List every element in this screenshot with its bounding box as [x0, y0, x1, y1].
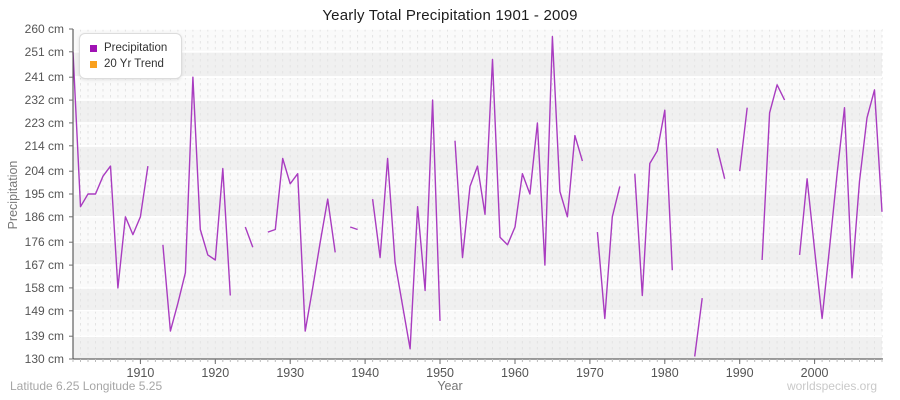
- coordinates-caption: Latitude 6.25 Longitude 5.25: [10, 379, 163, 393]
- x-tick-label: 1990: [725, 366, 754, 380]
- x-tick-label: 1960: [501, 366, 529, 380]
- y-tick-label: 204 cm: [24, 164, 64, 179]
- precipitation-line: [72, 35, 883, 357]
- precipitation-series-swatch: [90, 44, 97, 52]
- legend-item-trend: 20 Yr Trend: [90, 56, 167, 72]
- y-tick-label: 130 cm: [24, 352, 64, 366]
- y-tick-label: 214 cm: [24, 138, 64, 153]
- x-tick-label: 1950: [426, 366, 454, 380]
- y-tick-label: 167 cm: [24, 258, 64, 273]
- x-tick-label: 1940: [351, 366, 380, 380]
- x-tick-label: 1920: [201, 366, 230, 380]
- y-tick-label: 195 cm: [24, 187, 64, 201]
- source-watermark: worldspecies.org: [786, 379, 877, 393]
- x-axis-label: Year: [437, 379, 463, 393]
- y-tick-label: 251 cm: [24, 44, 64, 59]
- chart-title: Yearly Total Precipitation 1901 - 2009: [322, 7, 578, 24]
- y-tick-label: 176 cm: [24, 235, 64, 250]
- x-tick-label: 1910: [126, 366, 155, 380]
- legend: Precipitation 20 Yr Trend: [79, 33, 183, 79]
- y-tick-label: 158 cm: [24, 280, 64, 295]
- y-tick-label: 139 cm: [24, 329, 64, 344]
- y-tick-label: 186 cm: [24, 209, 64, 224]
- legend-item-precipitation: Precipitation: [90, 40, 167, 56]
- x-tick-label: 2000: [800, 366, 829, 380]
- y-tick-label: 241 cm: [24, 70, 64, 85]
- x-tick-label: 1930: [276, 366, 305, 380]
- y-tick-label: 232 cm: [24, 93, 64, 108]
- x-tick-label: 1980: [650, 366, 679, 380]
- y-tick-label: 260 cm: [24, 22, 64, 36]
- trend-series-swatch: [90, 60, 97, 68]
- legend-label-precipitation: Precipitation: [104, 42, 168, 54]
- y-tick-label: 149 cm: [24, 303, 64, 318]
- y-tick-label: 223 cm: [24, 115, 64, 130]
- x-tick-label: 1970: [575, 366, 604, 380]
- legend-label-trend: 20 Yr Trend: [104, 58, 164, 70]
